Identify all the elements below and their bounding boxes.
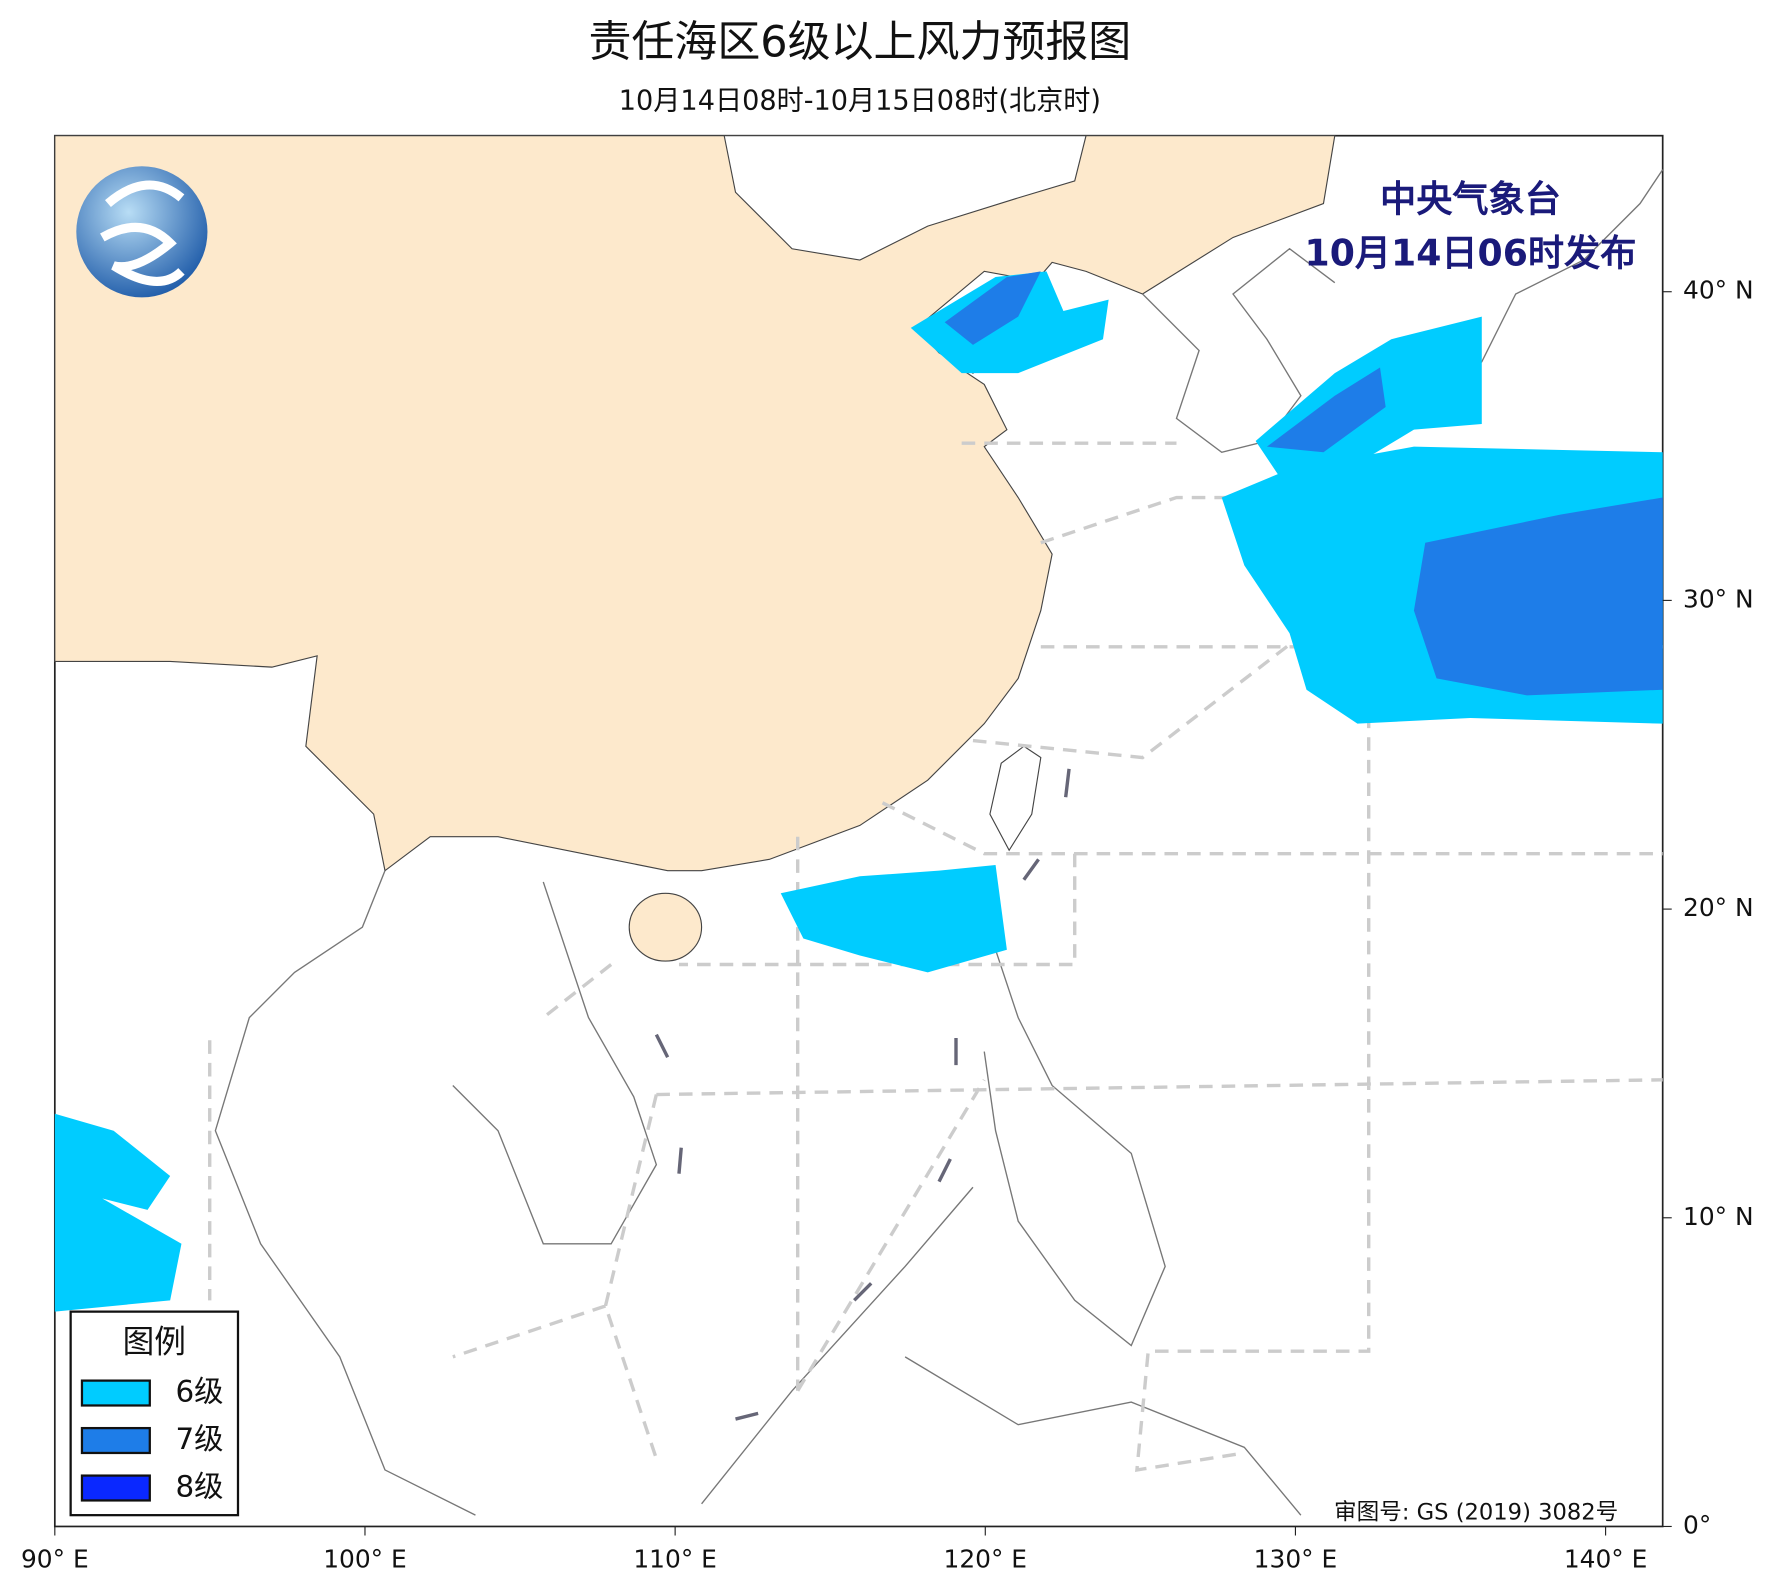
wind-areas <box>54 271 1663 1312</box>
legend-title: 图例 <box>123 1324 186 1360</box>
china-land <box>54 135 1336 872</box>
x-tick-label: 120° E <box>944 1544 1028 1573</box>
y-tick-label: 0° <box>1683 1510 1711 1539</box>
issuer-time: 10月14日06时发布 <box>1305 232 1637 275</box>
wind-area-7 <box>1266 367 1386 453</box>
indochina <box>214 870 658 1516</box>
legend-label: 7级 <box>176 1422 224 1456</box>
sea-zones <box>208 441 1663 1472</box>
borneo <box>701 1186 1302 1516</box>
y-tick-label: 20° N <box>1683 893 1754 922</box>
title: 责任海区6级以上风力预报图 <box>589 18 1132 68</box>
nine-dash-line <box>654 768 1071 1421</box>
logo <box>76 166 208 298</box>
legend: 图例 6级 7级 8级 <box>69 1310 240 1517</box>
axis-ticks: 90° E 100° E 110° E 120° E 130° E 140° E 0° 10°… <box>21 276 1754 1574</box>
approval-number: 审图号: GS (2019) 3082号 <box>1334 1499 1618 1525</box>
philippines <box>983 949 1166 1347</box>
legend-swatch <box>80 1379 151 1407</box>
wind-area-7 <box>1413 497 1663 696</box>
subtitle: 10月14日08时-10月15日08时(北京时) <box>619 85 1101 116</box>
x-tick-label: 110° E <box>633 1544 717 1573</box>
legend-swatch <box>80 1426 151 1455</box>
issuer-agency: 中央气象台 <box>1380 177 1561 220</box>
hainan <box>628 892 703 962</box>
x-tick-label: 140° E <box>1564 1544 1648 1573</box>
mongolia-notch <box>723 135 1087 261</box>
taiwan <box>989 745 1042 852</box>
x-tick-label: 90° E <box>21 1544 89 1573</box>
x-tick-label: 130° E <box>1254 1544 1338 1573</box>
y-tick-label: 30° N <box>1683 584 1754 613</box>
map-area <box>53 134 1664 1528</box>
wind-area-6 <box>54 1113 182 1312</box>
legend-label: 8级 <box>176 1470 224 1504</box>
y-tick-label: 10° N <box>1683 1202 1754 1231</box>
logo-mark <box>100 180 185 286</box>
y-tick-label: 40° N <box>1683 276 1754 305</box>
legend-label: 6级 <box>176 1375 224 1409</box>
wind-area-6 <box>910 271 1109 374</box>
x-tick-label: 100° E <box>323 1544 407 1573</box>
wind-area-6 <box>780 864 1007 973</box>
wind-area-7 <box>944 271 1041 345</box>
legend-swatch <box>80 1474 151 1502</box>
